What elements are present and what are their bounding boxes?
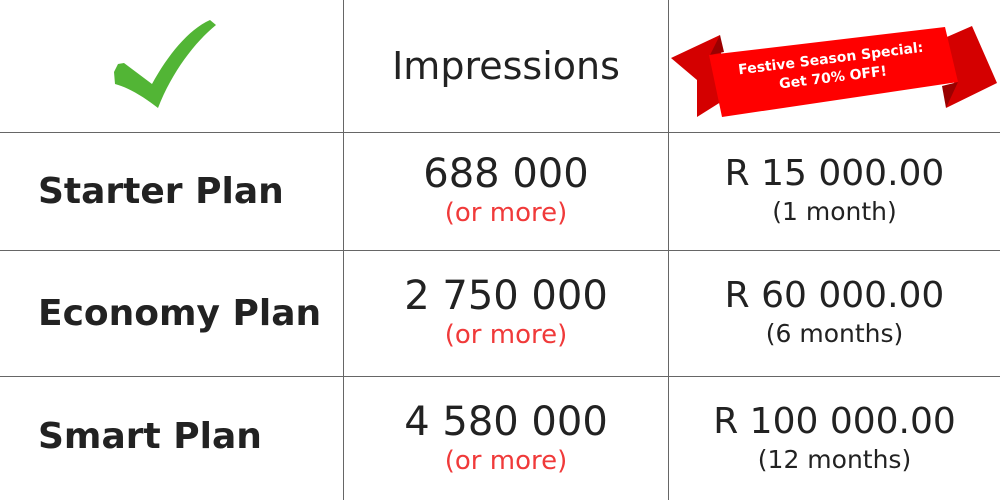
impressions-note: (or more) (444, 446, 568, 476)
duration: (12 months) (757, 445, 912, 474)
price-cell: R 15 000.00 (1 month) (669, 140, 1000, 240)
checkmark-icon (114, 20, 216, 108)
impressions-cell: 2 750 000 (or more) (344, 262, 668, 362)
impressions-value: 4 580 000 (404, 399, 608, 445)
impressions-label: Impressions (392, 44, 620, 88)
impressions-header: Impressions (344, 0, 668, 132)
duration: (1 month) (772, 197, 897, 226)
price-cell: R 60 000.00 (6 months) (669, 262, 1000, 362)
ribbon-right-fold (942, 82, 958, 108)
duration: (6 months) (765, 319, 904, 348)
price-cell: R 100 000.00 (12 months) (669, 388, 1000, 488)
price-value: R 60 000.00 (724, 275, 945, 316)
impressions-value: 2 750 000 (404, 273, 608, 319)
grid-line (0, 376, 1000, 377)
impressions-cell: 4 580 000 (or more) (344, 388, 668, 488)
grid-line (0, 250, 1000, 251)
header-graphics (114, 20, 997, 117)
impressions-cell: 688 000 (or more) (344, 140, 668, 240)
plan-name: Economy Plan (38, 293, 322, 334)
price-value: R 100 000.00 (713, 401, 956, 442)
price-value: R 15 000.00 (724, 153, 945, 194)
impressions-value: 688 000 (423, 151, 589, 197)
ribbon-left-fold (710, 35, 724, 55)
plan-name: Starter Plan (38, 171, 284, 212)
plan-name: Smart Plan (38, 415, 262, 457)
grid-line (0, 132, 1000, 133)
impressions-note: (or more) (444, 320, 568, 350)
impressions-note: (or more) (444, 198, 568, 228)
ribbon-band (709, 27, 958, 117)
